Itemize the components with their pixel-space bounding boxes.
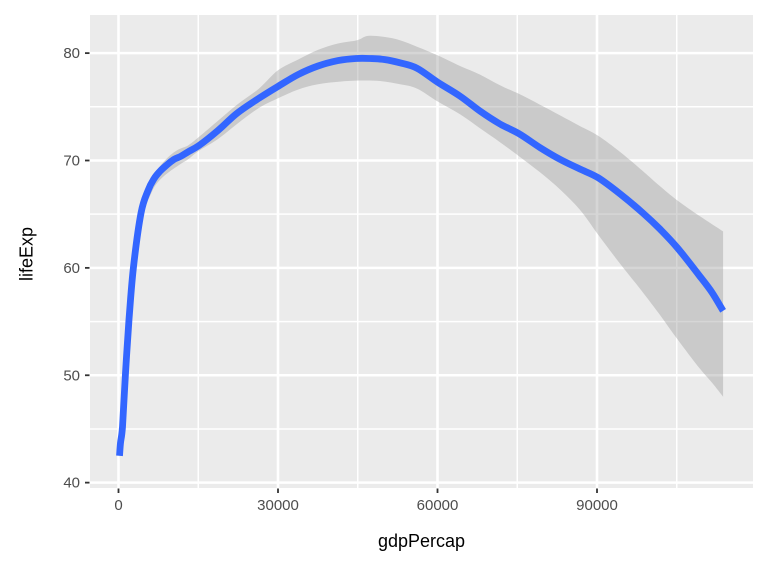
y-tick-label: 70 xyxy=(63,152,80,169)
x-tick-label: 30000 xyxy=(257,497,299,514)
confidence-ribbon xyxy=(119,35,724,462)
x-axis-title: gdpPercap xyxy=(377,531,466,551)
panel-background xyxy=(90,15,753,488)
x-tick-label: 60000 xyxy=(417,497,459,514)
y-tick-label: 50 xyxy=(63,367,80,384)
x-tick-label: 90000 xyxy=(576,497,618,514)
y-tick-label: 80 xyxy=(63,45,80,62)
y-axis-title: lifeExp xyxy=(16,226,37,282)
y-tick-label: 60 xyxy=(63,260,80,277)
smooth-line xyxy=(116,54,726,457)
x-tick-label: 0 xyxy=(114,497,122,514)
y-tick-label: 40 xyxy=(63,475,80,492)
